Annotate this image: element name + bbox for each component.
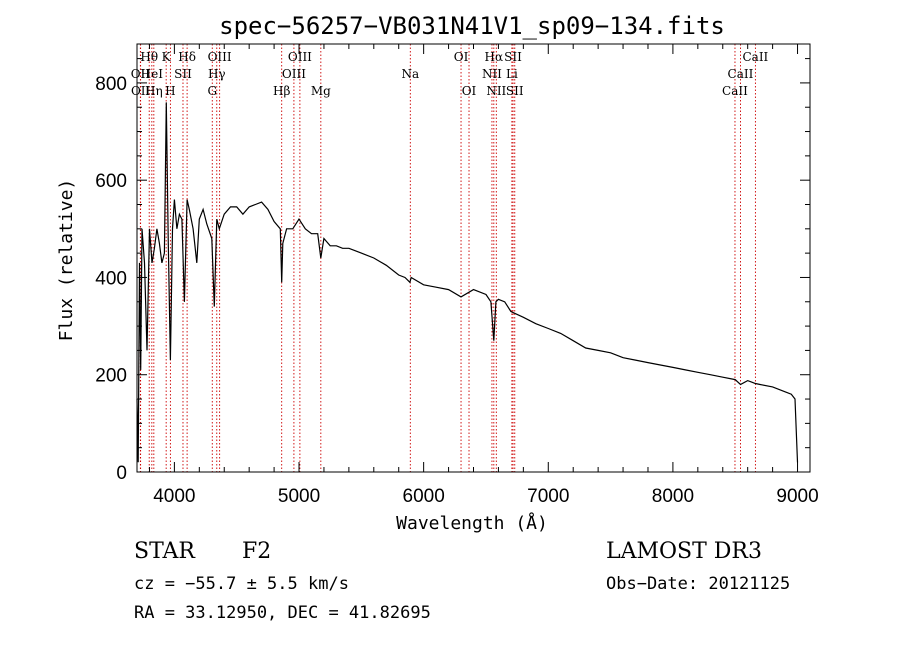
x-tick-label: 6000 <box>403 486 445 507</box>
spectral-line-label: Hθ <box>140 50 158 64</box>
spectral-line-label: K <box>162 50 172 64</box>
spectral-line-label: Hα <box>485 50 504 64</box>
spectral-line-label: OI <box>462 84 477 98</box>
spectral-line-label: OIII <box>282 67 306 81</box>
spectral-line-label: Hη <box>145 84 163 98</box>
spectral-line-label: NII <box>482 67 502 81</box>
spectral-line-label: CaII <box>742 50 768 64</box>
spectral-line-markers <box>139 44 756 472</box>
spectral-line-label: Hγ <box>208 67 226 81</box>
spectral-line-label: G <box>207 84 217 98</box>
x-tick-label: 9000 <box>776 486 818 507</box>
y-tick-label: 0 <box>116 463 127 484</box>
x-axis-label: Wavelength (Å) <box>396 512 548 534</box>
y-axis: 0 200 400 600 800 <box>95 58 810 484</box>
spectral-line-label: OIII <box>288 50 312 64</box>
spectral-line-label: HeI <box>141 67 164 81</box>
spectral-line-label: OII <box>131 84 151 98</box>
spectral-line-label: CaII <box>728 67 754 81</box>
spectral-line-label: SII <box>504 50 522 64</box>
spectral-line-label: Hβ <box>273 84 290 98</box>
spectral-line-label: Na <box>401 67 419 81</box>
obs-date: Obs−Date: 20121125 <box>606 574 791 594</box>
spectrum-line <box>136 102 799 463</box>
y-tick-label: 800 <box>95 74 127 95</box>
chart-title: spec−56257−VB031N41V1_sp09−134.fits <box>219 12 725 40</box>
spectral-line-label: Li <box>506 67 518 81</box>
plot-frame <box>136 43 811 473</box>
spectral-line-label: OI <box>454 50 469 64</box>
x-axis: 4000 5000 6000 7000 8000 9000 <box>148 44 819 507</box>
redshift-velocity: cz = −55.7 ± 5.5 km/s <box>134 574 349 594</box>
y-tick-label: 200 <box>95 366 127 387</box>
spectral-line-label: SII <box>174 67 192 81</box>
x-tick-label: 5000 <box>278 486 320 507</box>
spectral-line-label: H <box>165 84 175 98</box>
object-class: STAR <box>134 539 195 564</box>
y-tick-label: 600 <box>95 171 127 192</box>
spectral-line-label: Mg <box>311 84 331 98</box>
spectral-line-label: Hδ <box>178 50 196 64</box>
spectral-line-label: CaII <box>722 84 748 98</box>
sky-coordinates: RA = 33.12950, DEC = 41.82695 <box>134 603 431 623</box>
spectral-line-label: NII <box>486 84 506 98</box>
y-tick-label: 400 <box>95 268 127 289</box>
y-axis-label: Flux (relative) <box>56 179 77 342</box>
x-tick-label: 7000 <box>527 486 569 507</box>
spectral-line-label: OIII <box>208 50 232 64</box>
object-subclass: F2 <box>242 539 272 564</box>
spectral-line-label: OII <box>131 67 151 81</box>
x-tick-label: 8000 <box>652 486 694 507</box>
survey-name: LAMOST DR3 <box>606 539 762 564</box>
x-tick-label: 4000 <box>153 486 195 507</box>
spectral-line-label: SII <box>506 84 524 98</box>
